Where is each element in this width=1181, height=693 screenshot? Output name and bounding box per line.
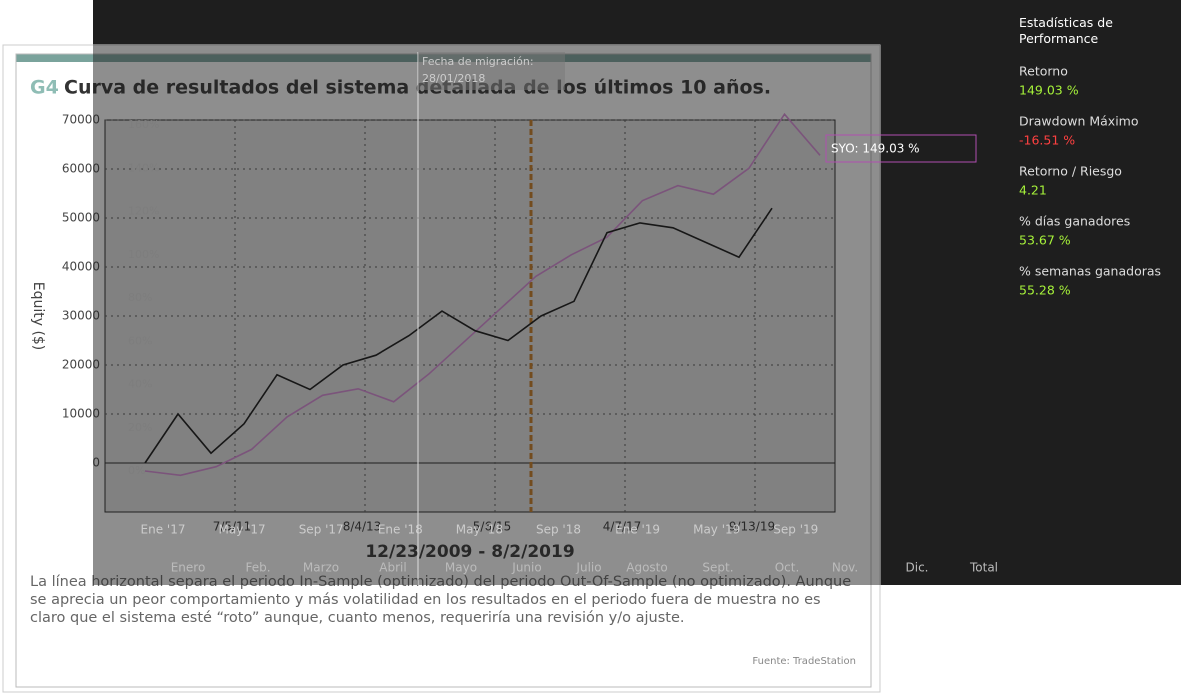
month-label: Dic. — [906, 561, 929, 575]
stat-value: 4.21 — [1019, 183, 1047, 198]
month-label: Feb. — [245, 561, 270, 575]
x-label: Sep '18 — [536, 523, 581, 537]
y-tick-label: 30000 — [62, 309, 100, 323]
y-axis-label: Equity ($) — [30, 282, 46, 351]
x-label: Sep '17 — [299, 523, 344, 537]
x-label: May '19 — [693, 523, 740, 537]
x-label: Ene '17 — [141, 523, 186, 537]
month-label: Abril — [379, 561, 406, 575]
stat-label: % semanas ganadoras — [1019, 264, 1161, 279]
x-label: May '17 — [218, 523, 265, 537]
y-tick-label: 40000 — [62, 260, 100, 274]
y-tick-label: 50000 — [62, 211, 100, 225]
x-label: Ene '19 — [615, 523, 660, 537]
stat-label: Drawdown Máximo — [1019, 114, 1139, 129]
month-label: Oct. — [775, 561, 800, 575]
y-tick-label: 10000 — [62, 407, 100, 421]
migration-label: Fecha de migración: — [422, 55, 534, 68]
source: Fuente: TradeStation — [752, 656, 856, 667]
x-label: Ene '18 — [378, 523, 423, 537]
stat-label: Retorno — [1019, 64, 1068, 79]
month-label: Mayo — [445, 561, 477, 575]
overlay-shade — [93, 45, 880, 585]
month-label: Junio — [511, 561, 541, 575]
x-label: Sep '19 — [773, 523, 818, 537]
month-label: Sept. — [702, 561, 733, 575]
y-tick-label: 20000 — [62, 358, 100, 372]
y-tick-label: 70000 — [62, 113, 100, 127]
month-label: Marzo — [303, 561, 339, 575]
tooltip-box — [825, 134, 977, 163]
y-tick-label: 60000 — [62, 162, 100, 176]
stat-value: 149.03 % — [1019, 83, 1079, 98]
title-prefix: G4 — [30, 77, 59, 99]
stat-value: 55.28 % — [1019, 283, 1071, 298]
month-label: Agosto — [626, 561, 667, 575]
stats-title: Estadísticas de Performance — [1019, 15, 1113, 46]
migration-date: 28/01/2018 — [422, 72, 485, 85]
month-label: Julio — [575, 561, 601, 575]
stat-label: Retorno / Riesgo — [1019, 164, 1122, 179]
stat-value: 53.67 % — [1019, 233, 1071, 248]
tooltip: SYO: 149.03 % — [831, 142, 920, 156]
x-label: May '18 — [456, 523, 503, 537]
month-label: Total — [969, 561, 998, 575]
stat-value: -16.51 % — [1019, 133, 1075, 148]
stat-label: % días ganadores — [1019, 214, 1130, 229]
month-label: Enero — [171, 561, 206, 575]
month-label: Nov. — [832, 561, 858, 575]
migration-box — [418, 52, 565, 90]
